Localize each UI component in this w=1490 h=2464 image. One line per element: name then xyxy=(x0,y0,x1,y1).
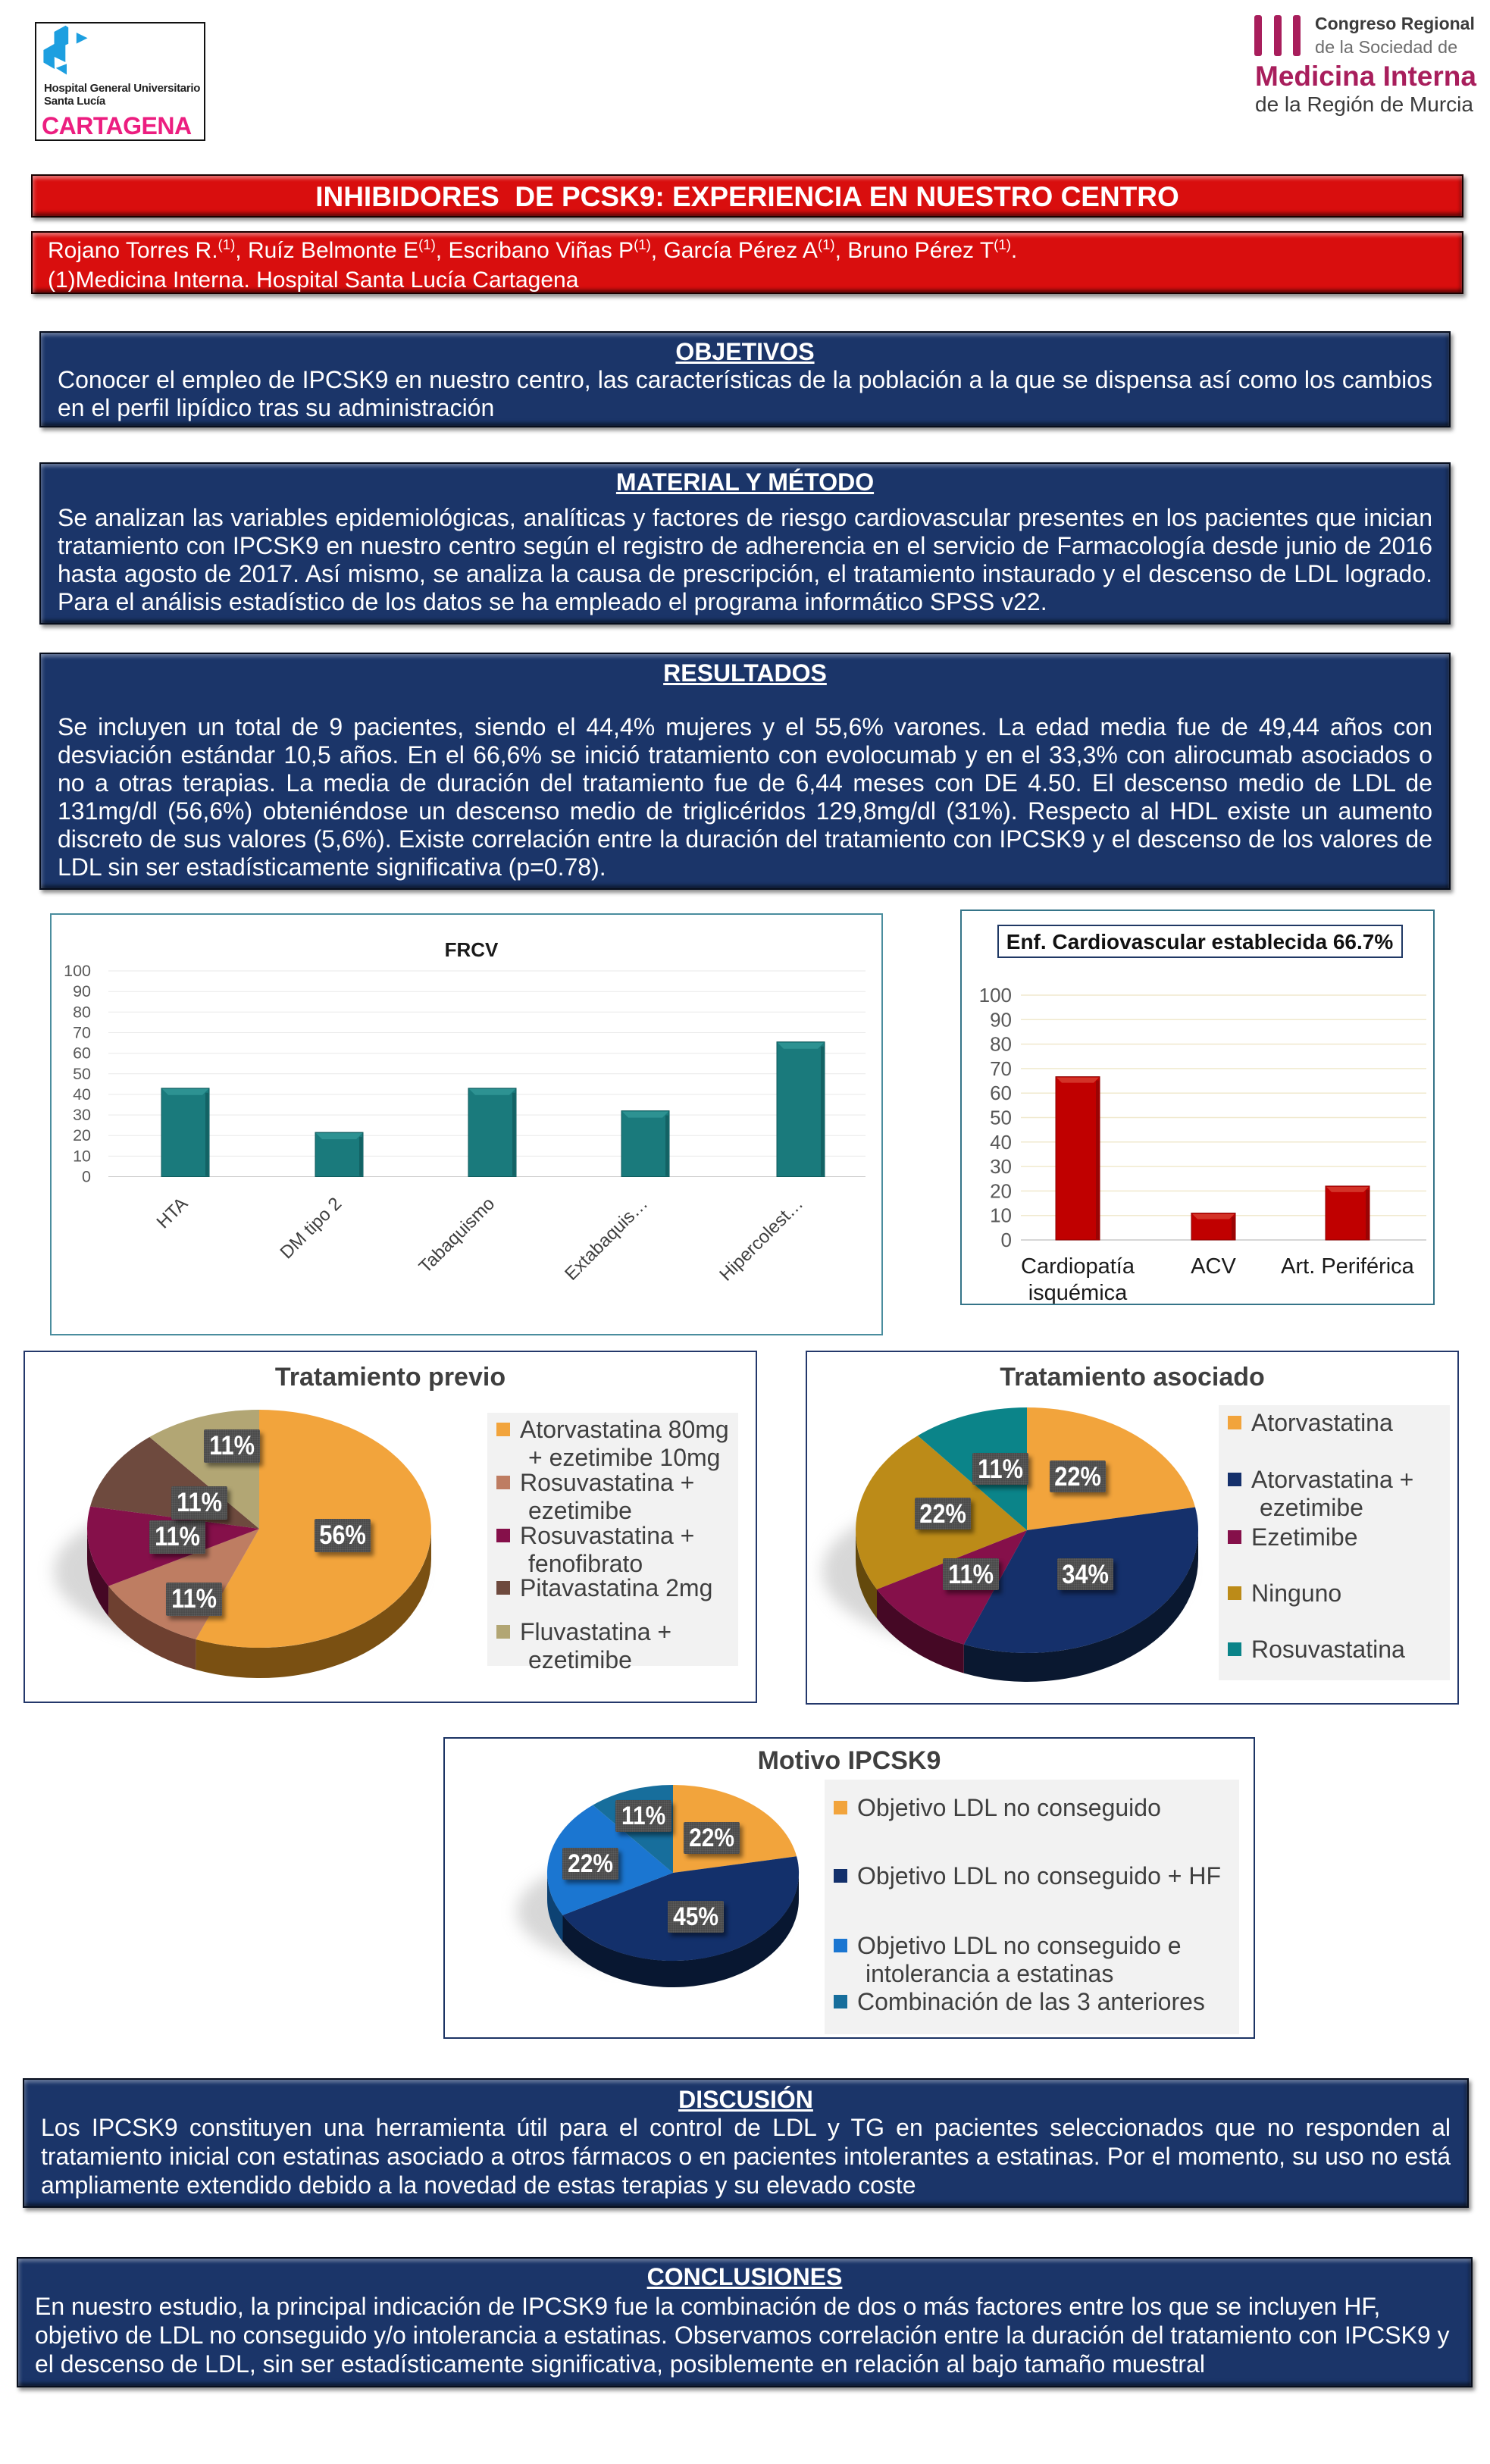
svg-text:60: 60 xyxy=(73,1044,91,1063)
svg-text:60: 60 xyxy=(990,1082,1012,1104)
svg-text:100: 100 xyxy=(64,962,91,980)
svg-text:Enf. Cardiovascular establecid: Enf. Cardiovascular establecida 66.7% xyxy=(1006,930,1394,953)
svg-text:70: 70 xyxy=(990,1057,1012,1080)
svg-text:Cardiopatía: Cardiopatía xyxy=(1021,1254,1135,1279)
svg-text:50: 50 xyxy=(990,1107,1012,1129)
svg-text:Tabaquismo: Tabaquismo xyxy=(415,1194,499,1278)
svg-text:10: 10 xyxy=(73,1147,91,1165)
svg-text:20: 20 xyxy=(73,1126,91,1144)
svg-text:0: 0 xyxy=(82,1168,91,1186)
svg-text:50: 50 xyxy=(73,1065,91,1083)
svg-text:isquémica: isquémica xyxy=(1028,1281,1128,1304)
svg-text:0: 0 xyxy=(1001,1229,1012,1251)
svg-text:40: 40 xyxy=(73,1085,91,1104)
svg-text:90: 90 xyxy=(990,1008,1012,1031)
svg-text:30: 30 xyxy=(990,1155,1012,1178)
svg-text:40: 40 xyxy=(990,1131,1012,1154)
svg-text:80: 80 xyxy=(73,1003,91,1021)
svg-text:Art. Periférica: Art. Periférica xyxy=(1281,1254,1415,1279)
svg-text:FRCV: FRCV xyxy=(445,938,499,961)
svg-text:Hipercolest…: Hipercolest… xyxy=(715,1194,807,1285)
svg-text:Extabaquis…: Extabaquis… xyxy=(561,1194,652,1285)
svg-text:80: 80 xyxy=(990,1033,1012,1056)
svg-text:10: 10 xyxy=(990,1204,1012,1227)
svg-text:70: 70 xyxy=(73,1024,91,1042)
svg-text:HTA: HTA xyxy=(152,1194,192,1233)
svg-text:ACV: ACV xyxy=(1191,1254,1236,1279)
svg-text:30: 30 xyxy=(73,1106,91,1124)
svg-text:DM tipo 2: DM tipo 2 xyxy=(277,1194,346,1263)
svg-text:20: 20 xyxy=(990,1179,1012,1202)
svg-text:90: 90 xyxy=(73,982,91,1000)
svg-text:100: 100 xyxy=(979,984,1012,1007)
